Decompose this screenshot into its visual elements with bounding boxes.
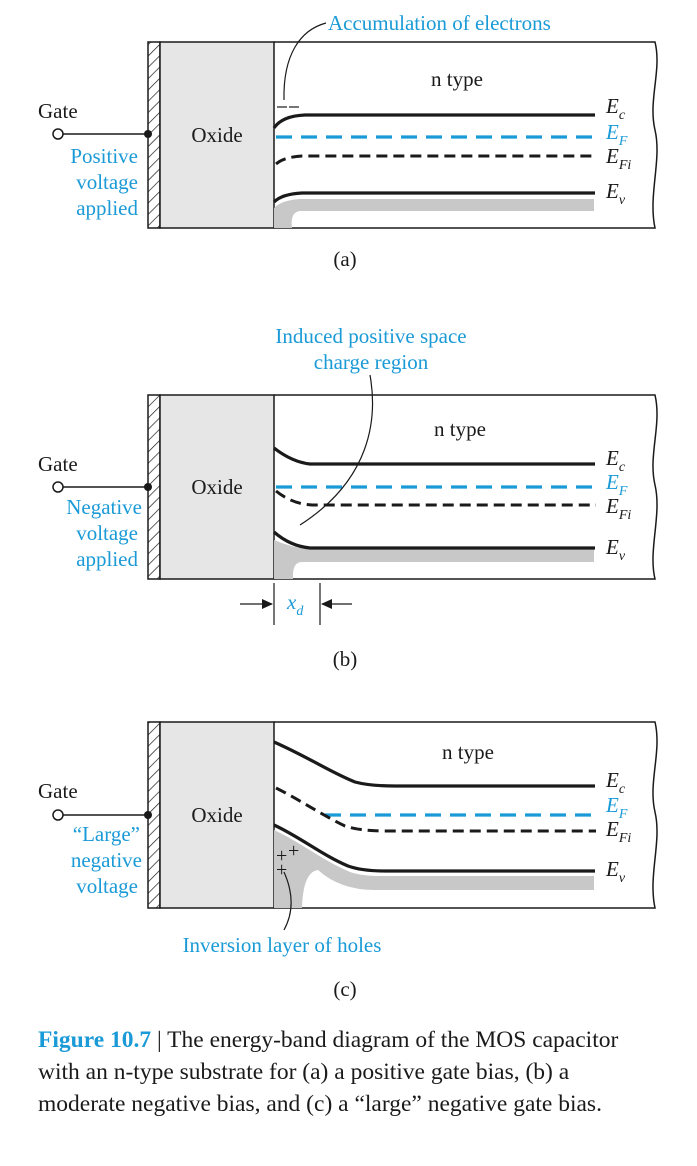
oxide-label: Oxide [191,803,242,827]
annotation-line-1: Induced positive space [275,324,466,348]
gate-label: Gate [38,99,78,123]
conduction-band-ec [273,740,595,788]
valence-band-shade [274,540,594,579]
mos-band-diagram-figure: Oxide n type Gate Positive voltage appli… [38,11,658,1001]
oxide-layer [159,721,275,909]
intrinsic-fermi-level-efi [275,489,596,507]
label-efi: EFi [605,144,631,173]
hole-plus: + [288,840,299,862]
hole-plus: + [276,859,287,881]
figure-caption: Figure 10.7 | The energy-band diagram of… [38,1024,638,1120]
annotation-leader [283,22,327,101]
conduction-band-ec [273,446,595,466]
bias-label-line-3: applied [76,547,138,571]
valence-band-ev [273,823,595,873]
substrate-label: n type [431,67,483,91]
figure-number: Figure 10.7 [38,1027,152,1053]
panel-a: Oxide n type Gate Positive voltage appli… [38,11,658,271]
intrinsic-fermi-level-efi [275,786,596,833]
oxide-label: Oxide [191,475,242,499]
conduction-band-ec [272,113,595,129]
label-ef: EF [605,470,628,499]
gate-label: Gate [38,452,78,476]
bias-label-line-2: voltage [76,521,138,545]
gate-label: Gate [38,779,78,803]
panel-caption: (b) [333,647,358,671]
gate-terminal [52,809,64,821]
oxide-layer [159,41,275,229]
annotation-leader [283,871,292,931]
panel-c: Oxide n type Gate “Large” negative volta… [38,721,658,1001]
panel-caption: (a) [333,247,356,271]
label-ef: EF [605,120,628,149]
label-efi: EFi [605,817,631,846]
bias-label-line-3: applied [76,196,138,220]
bias-label-line-1: Negative [66,495,142,519]
semiconductor-outline [274,41,658,229]
substrate-label: n type [434,417,486,441]
oxide-label: Oxide [191,123,242,147]
annotation-leader [299,374,374,526]
annotation-inversion-layer: Inversion layer of holes [183,933,382,957]
label-ev: Ev [605,535,626,564]
label-efi: EFi [605,494,631,523]
bias-label-line-2: negative [71,848,142,872]
oxide-layer [159,394,275,580]
valence-band-ev [272,530,595,550]
annotation-line-2: charge region [314,350,429,374]
panel-caption: (c) [333,977,356,1001]
bias-label-line-2: voltage [76,170,138,194]
bias-label-line-1: “Large” [73,822,140,846]
valence-band-ev [272,191,595,204]
annotation-accumulation: Accumulation of electrons [328,11,551,35]
depletion-width-label: xd [286,590,304,619]
bias-label-line-3: voltage [76,874,138,898]
hole-plus: + [276,845,287,867]
gate-terminal [52,481,64,493]
label-ec: Ec [605,446,626,475]
gate-contact-dot [144,130,152,138]
semiconductor-outline [274,394,658,580]
semiconductor-outline [274,721,658,909]
label-ev: Ev [605,857,626,886]
label-ef: EF [605,793,628,822]
caption-text: The energy-band diagram of the MOS capac… [38,1027,619,1117]
label-ec: Ec [605,94,626,123]
gate-contact-dot [144,483,152,491]
label-ev: Ev [605,179,626,208]
valence-band-shade [274,199,594,228]
bias-label-line-1: Positive [70,144,138,168]
substrate-label: n type [442,740,494,764]
panel-b: Oxide n type Gate Negative voltage appli… [38,324,658,671]
caption-separator: | [151,1027,168,1053]
gate-terminal [52,128,64,140]
label-ec: Ec [605,768,626,797]
depletion-width-indicator [240,583,352,625]
valence-band-shade [274,830,594,908]
intrinsic-fermi-level-efi [275,154,596,166]
gate-contact-dot [144,811,152,819]
